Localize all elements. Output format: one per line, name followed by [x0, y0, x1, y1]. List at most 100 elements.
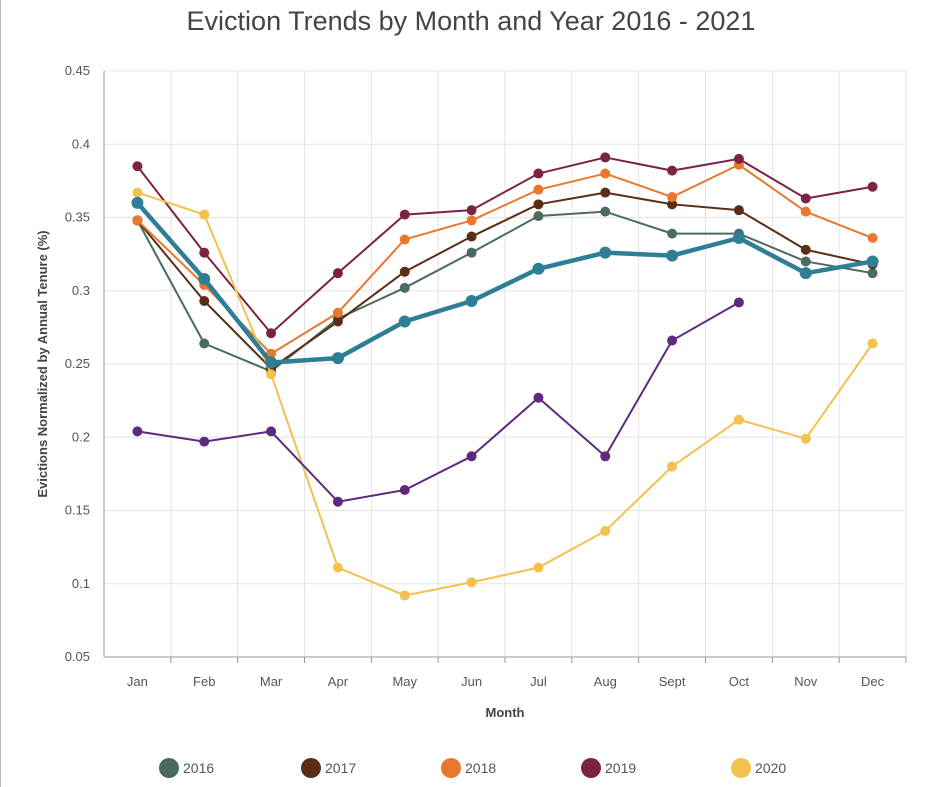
- data-point: [132, 215, 143, 226]
- x-tick-label: Oct: [729, 674, 750, 689]
- data-point: [466, 577, 477, 588]
- data-point: [800, 244, 811, 255]
- data-point: [600, 451, 611, 462]
- chart-title: Eviction Trends by Month and Year 2016 -…: [186, 6, 756, 36]
- x-tick-label: Sept: [659, 674, 686, 689]
- x-tick-label: Feb: [193, 674, 215, 689]
- data-point: [600, 526, 611, 537]
- data-point: [199, 247, 210, 258]
- data-point: [199, 436, 210, 447]
- data-point: [399, 266, 410, 277]
- data-point: [733, 205, 744, 216]
- series-line-2018: [136, 163, 873, 355]
- data-point: [399, 590, 410, 601]
- data-point: [867, 233, 878, 244]
- data-point: [332, 316, 343, 327]
- data-point: [600, 168, 611, 179]
- data-point: [398, 315, 411, 328]
- data-point: [667, 228, 678, 239]
- legend-swatch: [581, 758, 601, 778]
- y-tick-label: 0.4: [72, 136, 90, 151]
- y-tick-label: 0.05: [65, 649, 90, 664]
- data-point: [799, 267, 812, 280]
- data-point: [800, 206, 811, 217]
- y-tick-label: 0.1: [72, 576, 90, 591]
- y-tick-label: 0.15: [65, 503, 90, 518]
- data-point: [265, 356, 278, 369]
- data-point: [266, 369, 277, 380]
- legend-item-2019[interactable]: 2019: [581, 758, 636, 778]
- y-tick-label: 0.35: [65, 210, 90, 225]
- y-tick-label: 0.25: [65, 356, 90, 371]
- data-point: [466, 451, 477, 462]
- data-point: [266, 328, 277, 339]
- legend-item-2018[interactable]: 2018: [441, 758, 496, 778]
- legend-label: 2016: [183, 760, 215, 776]
- legend-swatch: [159, 758, 179, 778]
- data-point: [800, 433, 811, 444]
- data-point: [600, 152, 611, 163]
- legend-label: 2017: [325, 760, 357, 776]
- x-tick-label: Jan: [127, 674, 148, 689]
- data-point: [199, 338, 210, 349]
- data-point: [266, 426, 277, 437]
- series-line-series-6: [135, 201, 873, 365]
- data-point: [732, 232, 745, 245]
- data-point: [667, 191, 678, 202]
- y-tick-label: 0.45: [65, 63, 90, 78]
- data-point: [198, 273, 211, 286]
- data-point: [466, 215, 477, 226]
- data-point: [733, 153, 744, 164]
- data-point: [131, 196, 144, 209]
- data-point: [199, 209, 210, 220]
- data-point: [399, 484, 410, 495]
- legend-label: 2020: [755, 760, 787, 776]
- data-point: [533, 168, 544, 179]
- legend-swatch: [301, 758, 321, 778]
- data-point: [800, 193, 811, 204]
- legend-item-2017[interactable]: 2017: [301, 758, 356, 778]
- data-point: [600, 187, 611, 198]
- data-point: [466, 231, 477, 242]
- data-point: [533, 184, 544, 195]
- data-point: [199, 296, 210, 307]
- data-point: [466, 247, 477, 258]
- data-point: [666, 249, 679, 262]
- data-point: [399, 282, 410, 293]
- data-point: [667, 199, 678, 210]
- data-point: [533, 562, 544, 573]
- data-point: [667, 335, 678, 346]
- x-tick-label: Nov: [794, 674, 818, 689]
- series-line-2017: [136, 191, 873, 370]
- data-point: [332, 268, 343, 279]
- data-point: [399, 234, 410, 245]
- y-tick-label: 0.3: [72, 283, 90, 298]
- x-tick-label: Dec: [861, 674, 885, 689]
- data-point: [332, 307, 343, 318]
- data-point: [532, 262, 545, 275]
- data-point: [800, 256, 811, 267]
- data-point: [466, 205, 477, 216]
- legend-item-2020[interactable]: 2020: [731, 758, 786, 778]
- data-point: [132, 161, 143, 172]
- legend-swatch: [731, 758, 751, 778]
- y-tick-label: 0.2: [72, 429, 90, 444]
- legend-label: 2018: [465, 760, 497, 776]
- legend-item-2016[interactable]: 2016: [159, 758, 214, 778]
- x-tick-label: May: [392, 674, 417, 689]
- data-point: [667, 461, 678, 472]
- data-point: [733, 414, 744, 425]
- data-point: [533, 392, 544, 403]
- data-point: [533, 199, 544, 210]
- data-point: [332, 496, 343, 507]
- data-point: [132, 187, 143, 198]
- series-line-2016: [136, 210, 873, 373]
- data-point: [332, 562, 343, 573]
- x-tick-label: Aug: [594, 674, 617, 689]
- data-point: [600, 206, 611, 217]
- x-tick-label: Mar: [260, 674, 283, 689]
- data-point: [866, 255, 879, 268]
- x-axis-title: Month: [486, 705, 525, 720]
